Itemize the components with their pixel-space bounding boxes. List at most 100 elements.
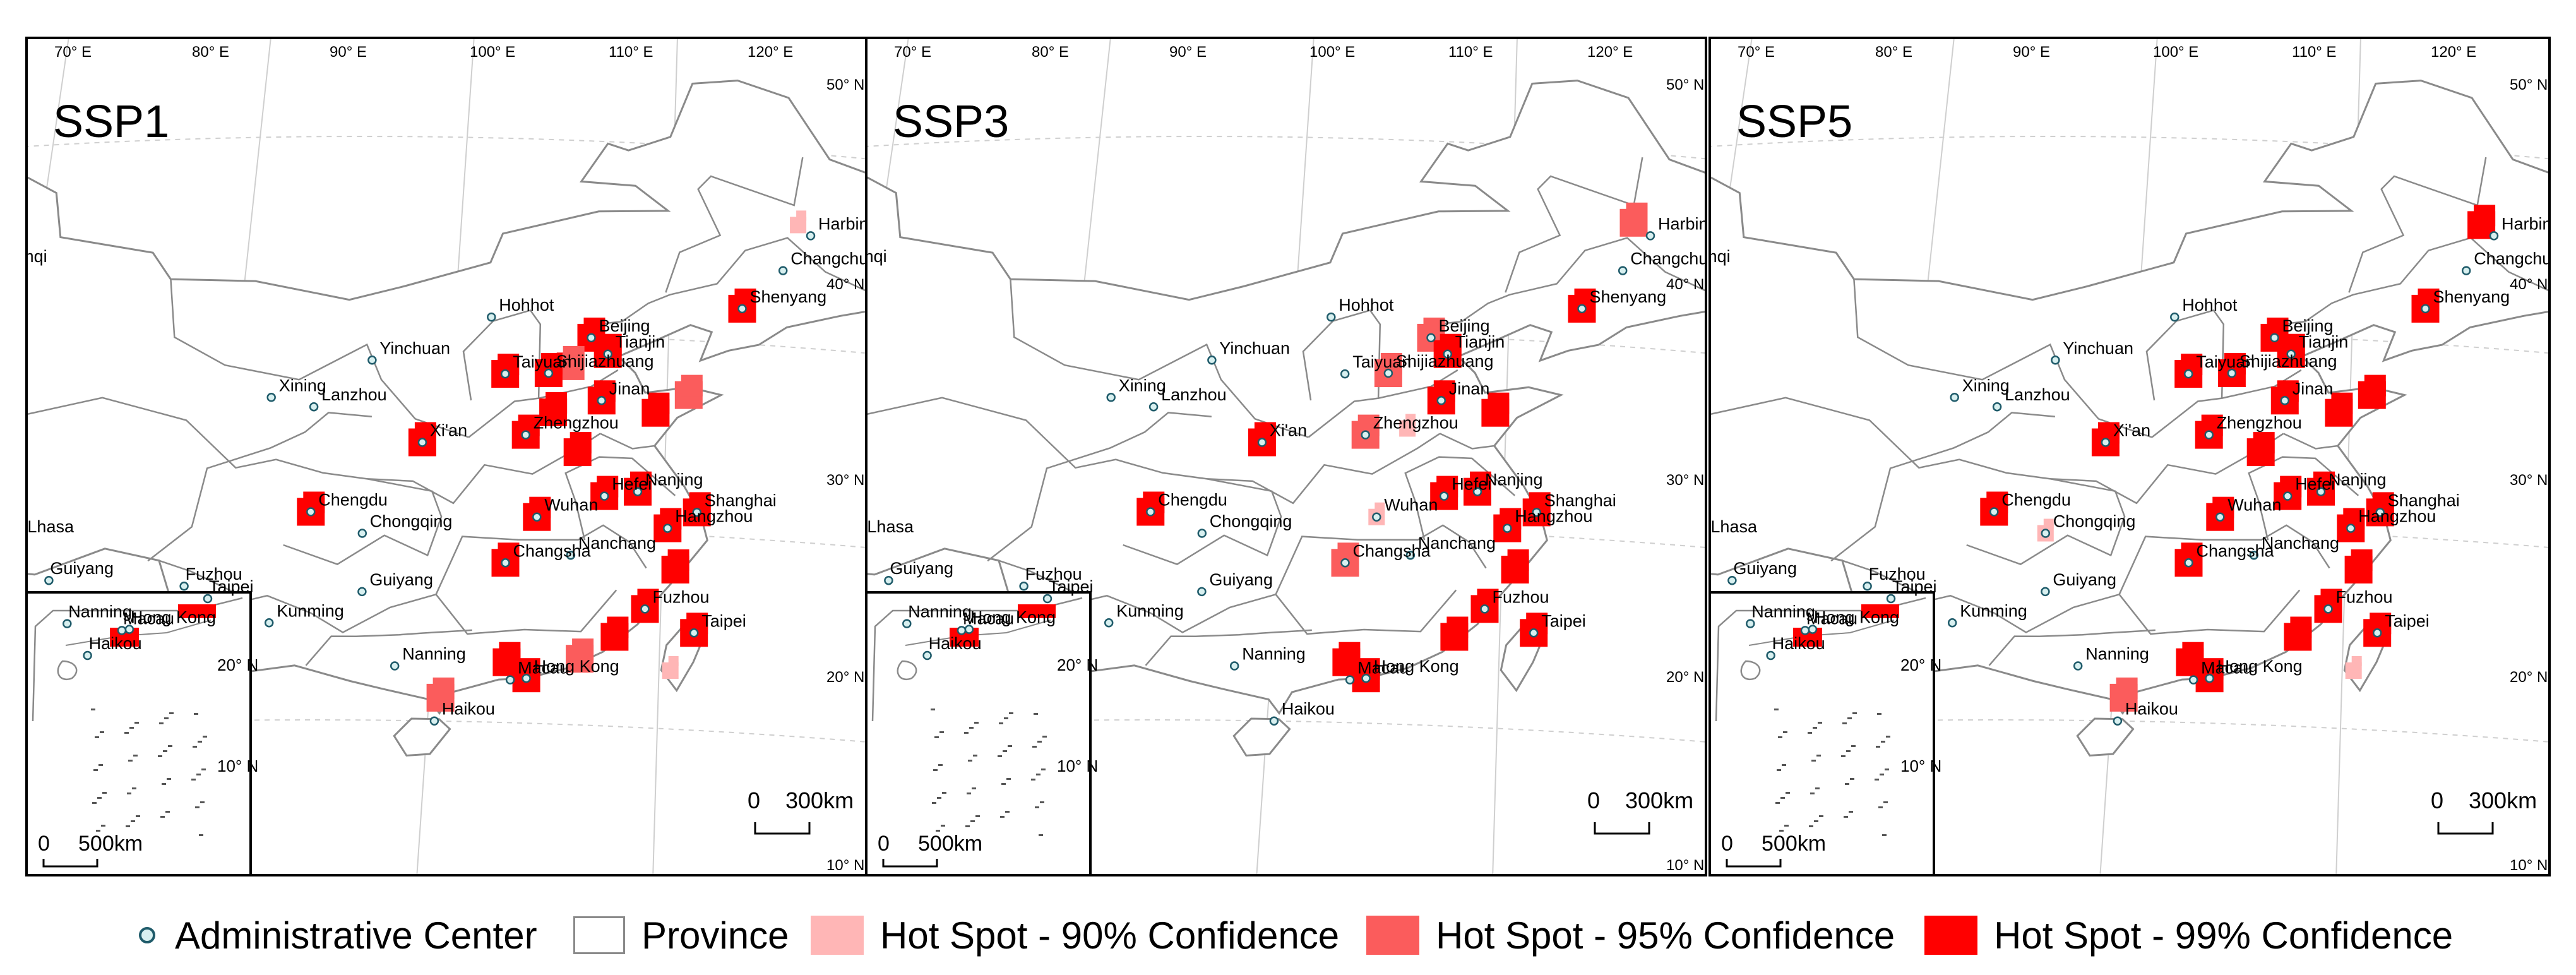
city-label: Fuzhou [1869, 565, 1926, 583]
province-boundary [665, 157, 804, 293]
admin-center-marker [2421, 304, 2430, 314]
administrative-centers: Harbin Changchun Shenyang Urumqi Hohhot Beiji… [868, 214, 1705, 726]
inset-scale-label: 500km [918, 832, 982, 856]
admin-center-marker [1148, 402, 1159, 412]
map-legend: Administrative Center Province Hot Spot … [0, 907, 2576, 964]
longitude-label: 120° E [748, 44, 793, 61]
inset-island [1818, 722, 1822, 724]
scale-bar-line [2437, 822, 2494, 835]
panel-title: SSP3 [893, 97, 1010, 147]
admin-center-marker [922, 650, 932, 661]
admin-center-marker [2280, 396, 2290, 405]
inset-island [168, 745, 172, 747]
city-label: Nanning [1751, 602, 1815, 621]
inset-island [1885, 769, 1889, 770]
inset-island [1783, 731, 1787, 733]
city-label: Wuhan [2227, 496, 2281, 515]
admin-center-symbol [139, 927, 155, 943]
legend-item-hot95: Hot Spot - 95% Confidence [1366, 907, 1895, 964]
south-china-sea-inset: 20° N 10° N 0 500km [868, 591, 1098, 874]
admin-center-marker [1042, 594, 1052, 604]
hainan-outline [2076, 717, 2135, 757]
inset-frame [868, 591, 1092, 874]
city-label: Shenyang [2433, 287, 2510, 306]
inset-island [1842, 722, 1847, 724]
graticule-labels: 70° E 80° E 90° E 100° E 110° E 120° E 50° N 40… [894, 44, 1704, 874]
inset-island [933, 769, 938, 771]
hainan-outline [1232, 717, 1291, 757]
graticule-labels: 70° E 80° E 90° E 100° E 110° E 120° E 50° N 40… [54, 44, 864, 874]
province-boundary [988, 589, 1457, 645]
city-label: Guiyang [1209, 570, 1273, 589]
hotspot-cell [1488, 392, 1510, 414]
city-label: Wuhan [1384, 496, 1438, 515]
admin-center-marker [599, 491, 609, 501]
south-china-sea-inset: 20° N 10° N 0 500km [1711, 591, 1941, 874]
inset-lat-label: 20° N [1900, 655, 1941, 674]
inset-island [1844, 816, 1848, 818]
inset-island [1850, 778, 1854, 780]
admin-center-marker [597, 396, 607, 405]
inset-island [1882, 834, 1887, 836]
admin-center-marker [357, 587, 367, 597]
city-label: Changchun [1630, 249, 1705, 268]
inset-island [1846, 750, 1851, 752]
admin-center-marker [633, 487, 643, 496]
inset-island [193, 746, 197, 748]
meridian-line [1711, 39, 1753, 323]
city-label: Xining [1962, 376, 2010, 395]
latitude-label: 50° N [826, 76, 864, 93]
city-label: Nanning [402, 645, 466, 664]
admin-center-marker [2346, 523, 2356, 533]
city-label: Xining [1119, 376, 1166, 395]
scale-bar: 0 300km [2431, 787, 2537, 835]
inset-island [1780, 797, 1785, 799]
inset-island [196, 774, 201, 775]
city-label: Lhasa [868, 517, 914, 536]
city-label: Chongqing [2053, 512, 2136, 531]
city-label: Chengdu [2001, 491, 2071, 510]
admin-center-marker [117, 626, 127, 635]
hotspot-cell [796, 210, 807, 221]
city-label: Zhengzhou [2217, 414, 2302, 433]
hotspot-cell [178, 604, 216, 618]
inset-hainan [897, 660, 917, 680]
city-label: Zhengzhou [1373, 414, 1458, 433]
inset-island [159, 722, 164, 724]
inset-island [1811, 760, 1816, 762]
province-symbol [573, 916, 625, 954]
inset-island [939, 731, 944, 733]
longitude-label: 70° E [54, 44, 92, 61]
scale-zero: 0 [748, 787, 760, 813]
city-label: Nanchang [578, 534, 656, 553]
inset-island [102, 792, 107, 794]
inset-island [1774, 709, 1779, 710]
admin-center-marker [306, 507, 316, 517]
inset-island [1777, 769, 1781, 771]
admin-center-marker [587, 333, 596, 343]
inset-island [1845, 783, 1849, 785]
admin-center-marker [2249, 550, 2259, 560]
inset-island [1784, 825, 1789, 827]
inset-island [1847, 717, 1852, 719]
admin-center-marker [566, 550, 576, 560]
city-label: Nanjing [1485, 470, 1543, 489]
inset-island [936, 830, 940, 832]
city-label: Macau [963, 609, 1014, 628]
longitude-label: 80° E [1875, 44, 1912, 61]
hotspot-layer [1136, 202, 1648, 693]
city-label: Changsha [1353, 541, 1431, 560]
province-boundary [305, 629, 472, 666]
province-boundary [1275, 524, 1487, 595]
inset-island [941, 825, 945, 827]
admin-center-marker [521, 430, 530, 440]
city-label: Jinan [1449, 379, 1490, 398]
city-label: Nanchang [2262, 534, 2339, 553]
province-boundary [1988, 629, 2156, 666]
longitude-label: 100° E [2153, 44, 2198, 61]
inset-island [938, 764, 943, 766]
city-label: Harbin [1658, 214, 1705, 233]
inset-island [974, 722, 979, 724]
longitude-label: 80° E [192, 44, 229, 61]
admin-center-marker [417, 438, 427, 447]
